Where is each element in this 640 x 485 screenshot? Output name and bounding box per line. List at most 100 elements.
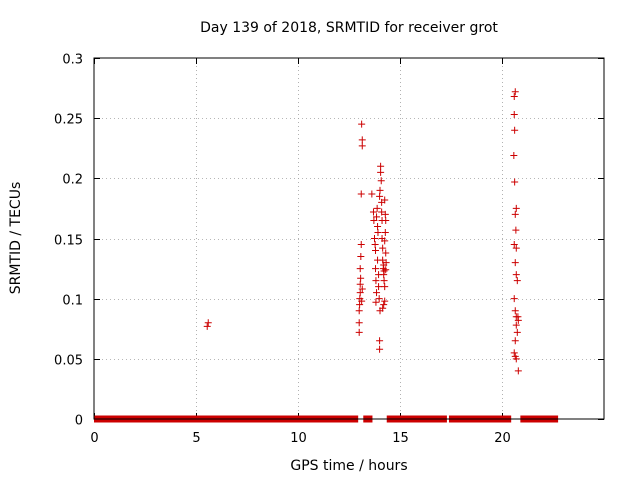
data-point-marker xyxy=(374,222,382,230)
data-point-marker xyxy=(358,136,366,144)
data-point-marker xyxy=(510,295,518,303)
data-point-marker xyxy=(376,345,384,353)
data-point-marker xyxy=(371,235,378,242)
data-point-marker xyxy=(512,355,520,363)
data-point-marker xyxy=(373,204,381,212)
x-tick-label: 0 xyxy=(90,431,98,446)
chart-title: Day 139 of 2018, SRMTID for receiver gro… xyxy=(200,20,498,36)
data-point-marker xyxy=(372,265,380,273)
data-point-marker xyxy=(373,289,381,297)
y-tick-label: 0.2 xyxy=(62,173,83,188)
data-point-marker xyxy=(510,349,518,357)
data-point-marker xyxy=(379,244,387,252)
data-point-marker xyxy=(358,297,366,305)
data-point-marker xyxy=(373,213,381,221)
data-point-marker xyxy=(380,277,388,285)
data-point-marker xyxy=(376,337,384,345)
data-point-marker xyxy=(511,259,519,267)
data-point-marker xyxy=(358,120,366,128)
data-point-marker xyxy=(355,307,363,315)
data-point-marker xyxy=(381,210,389,218)
data-point-marker xyxy=(377,162,385,170)
data-point-marker xyxy=(512,204,520,212)
data-point-marker xyxy=(358,142,366,150)
data-point-marker xyxy=(381,196,389,204)
data-point-marker xyxy=(375,295,383,303)
x-tick-label: 15 xyxy=(392,431,409,446)
x-tick-label: 20 xyxy=(494,431,511,446)
data-point-marker xyxy=(511,337,519,345)
data-point-marker xyxy=(381,283,389,291)
data-point-marker xyxy=(512,244,520,252)
grid-lines xyxy=(94,58,604,419)
data-point-marker xyxy=(357,253,365,261)
data-point-marker xyxy=(376,186,384,194)
plot-frame xyxy=(93,57,605,420)
y-tick-label: 0.25 xyxy=(54,113,83,128)
data-point-marker xyxy=(380,267,388,275)
data-point-marker xyxy=(357,190,365,198)
data-point-marker xyxy=(511,210,519,218)
data-point-marker xyxy=(369,208,377,216)
data-point-marker xyxy=(513,277,521,285)
data-point-marker xyxy=(374,228,382,236)
data-point-marker xyxy=(356,289,364,297)
data-point-marker xyxy=(382,216,390,224)
data-point-marker xyxy=(512,321,520,329)
data-point-marker xyxy=(382,259,390,267)
data-point-marker xyxy=(510,151,518,159)
data-points xyxy=(203,88,522,375)
data-point-marker xyxy=(511,88,519,96)
data-point-marker xyxy=(511,307,519,315)
y-tick-label: 0 xyxy=(75,414,83,429)
data-point-marker xyxy=(511,126,519,134)
data-point-marker xyxy=(510,93,518,101)
data-point-marker xyxy=(510,111,518,119)
data-point-marker xyxy=(368,190,376,198)
data-point-marker xyxy=(377,177,385,185)
x-tick-label: 10 xyxy=(290,431,307,446)
y-tick-label: 0.15 xyxy=(54,234,83,249)
data-point-marker xyxy=(382,249,390,257)
data-point-marker xyxy=(381,228,389,236)
data-point-marker xyxy=(381,297,389,305)
data-point-marker xyxy=(511,178,519,186)
data-point-marker xyxy=(370,216,378,224)
y-tick-label: 0.1 xyxy=(62,294,83,309)
data-point-marker xyxy=(355,328,363,336)
data-point-marker xyxy=(357,241,365,249)
data-point-marker xyxy=(512,271,520,279)
data-point-marker xyxy=(375,283,383,291)
data-point-marker xyxy=(514,367,522,375)
data-point-marker xyxy=(380,301,388,309)
axis-ticks: 0 0.05 0.1 0.15 0.2 0.25 0.3 0 5 10 15 20 xyxy=(54,53,604,446)
data-point-marker xyxy=(376,192,384,200)
data-point-marker xyxy=(512,226,520,234)
data-point-marker xyxy=(371,241,379,249)
x-axis-label: GPS time / hours xyxy=(290,458,407,474)
data-point-marker xyxy=(381,237,389,245)
data-point-marker xyxy=(372,247,380,255)
data-point-marker xyxy=(356,301,364,309)
data-point-marker xyxy=(357,274,365,282)
data-point-marker xyxy=(355,319,363,327)
data-point-marker xyxy=(510,241,518,249)
data-point-marker xyxy=(513,328,521,336)
y-tick-label: 0.05 xyxy=(54,354,83,369)
y-tick-label: 0.3 xyxy=(62,53,83,68)
data-point-marker xyxy=(378,208,386,216)
y-axis-label: SRMTID / TECUs xyxy=(8,182,24,295)
data-point-marker xyxy=(377,168,385,176)
data-point-marker xyxy=(358,285,366,293)
data-point-marker xyxy=(382,266,390,274)
data-point-marker xyxy=(514,316,522,324)
x-tick-label: 5 xyxy=(192,431,200,446)
data-point-marker xyxy=(356,265,364,273)
data-point-marker xyxy=(356,280,364,288)
data-point-marker xyxy=(372,298,380,306)
data-point-marker xyxy=(203,322,211,330)
data-point-marker xyxy=(372,277,380,285)
data-point-marker xyxy=(204,319,212,327)
